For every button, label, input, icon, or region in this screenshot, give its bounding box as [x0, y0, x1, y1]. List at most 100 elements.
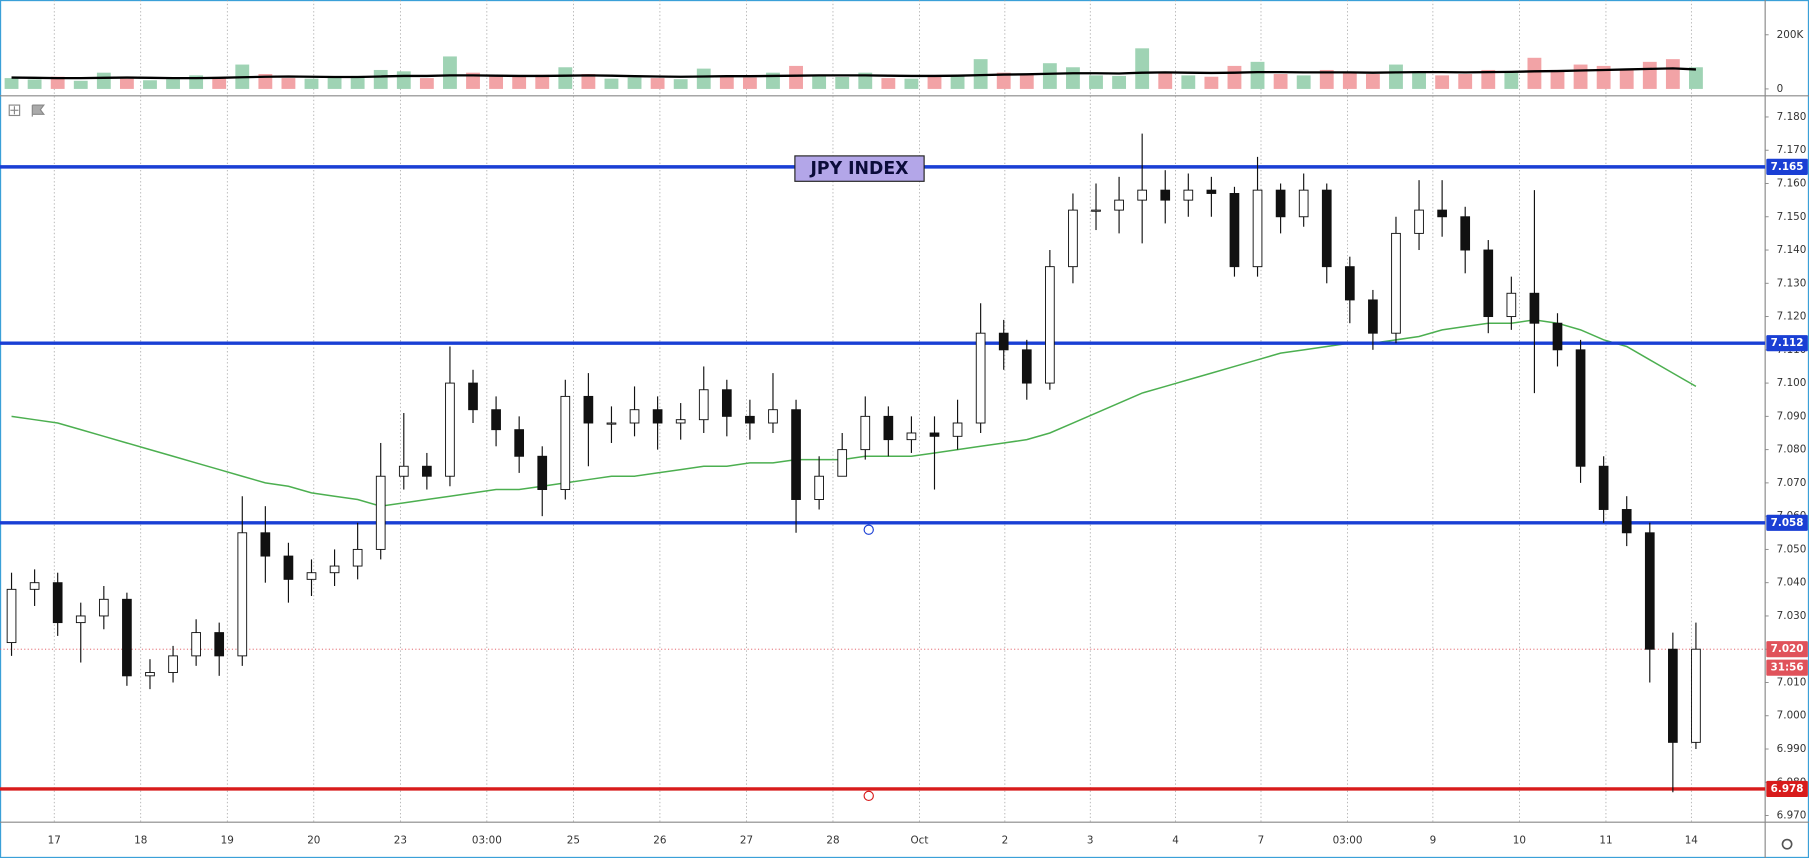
x-tick-label: 03:00 — [472, 835, 502, 847]
volume-bar — [1689, 67, 1703, 89]
candle-body — [1091, 209, 1101, 212]
toolbar[interactable] — [8, 104, 45, 117]
y-tick-label: 6.970 — [1777, 810, 1807, 822]
volume-bar — [1158, 72, 1173, 89]
x-tick-label: 17 — [48, 835, 61, 847]
candle-body — [145, 672, 155, 677]
candle-body — [537, 455, 548, 491]
candle-body — [122, 598, 132, 677]
y-tick-label: 7.150 — [1777, 211, 1807, 223]
candle-body — [998, 332, 1009, 351]
candle-body — [237, 532, 248, 657]
x-tick-label: 10 — [1513, 835, 1526, 847]
volume-bar — [1504, 72, 1519, 89]
y-tick-label: 7.160 — [1777, 177, 1807, 189]
volume-bar — [789, 65, 803, 89]
y-tick-label: 7.100 — [1777, 377, 1807, 389]
x-tick-label: 28 — [826, 835, 839, 847]
volume-bar — [1389, 64, 1403, 89]
volume-bar — [1412, 71, 1426, 89]
candle-body — [1529, 292, 1540, 324]
y-tick-label: 7.130 — [1777, 277, 1807, 289]
level-label: 6.978 — [1771, 783, 1804, 795]
volume-bar — [1181, 75, 1196, 89]
volume-bar — [443, 56, 457, 89]
candle-body — [75, 615, 86, 624]
candle-body — [260, 532, 271, 557]
candle-body — [283, 555, 294, 580]
volume-bar — [119, 78, 134, 89]
candle-body — [1021, 349, 1032, 384]
candle-body — [768, 409, 778, 424]
volume-bar — [650, 78, 665, 89]
x-tick-label: 4 — [1172, 835, 1179, 847]
volume-pane — [4, 48, 1703, 89]
candle-body — [191, 632, 201, 657]
candle-body — [1621, 509, 1632, 534]
volume-bar — [904, 78, 919, 89]
candle-body — [514, 429, 525, 457]
volume-bar — [27, 79, 42, 89]
candle-body — [1137, 189, 1148, 201]
y-tick-label: 7.120 — [1777, 311, 1807, 323]
candle-body — [1344, 266, 1355, 301]
candle-body — [1414, 209, 1424, 234]
volume-bar — [1642, 61, 1657, 89]
volume-bar — [50, 76, 65, 89]
settings-icon[interactable] — [1781, 838, 1793, 850]
x-tick-label: 2 — [1002, 835, 1009, 847]
volume-bar — [1665, 59, 1680, 89]
candle-body — [306, 572, 317, 580]
candle-body — [445, 382, 455, 477]
candle-body — [468, 382, 478, 411]
candle-body — [1391, 232, 1401, 334]
volume-bar — [627, 77, 642, 89]
candle-body — [791, 409, 801, 500]
y-tick-label: 6.990 — [1777, 743, 1807, 755]
volume-bar — [1135, 48, 1150, 89]
y-tick-label: 7.030 — [1777, 610, 1807, 622]
candle-body — [52, 582, 63, 624]
volume-bar — [812, 75, 827, 89]
candle-body — [1068, 209, 1078, 268]
candle-body — [1644, 532, 1655, 650]
toolbar-icon[interactable] — [31, 104, 45, 117]
candle-body — [1460, 216, 1471, 251]
candle-body — [652, 409, 663, 424]
toolbar-icon[interactable] — [8, 104, 21, 117]
countdown-label: 31:56 — [1771, 662, 1804, 674]
x-tick-label: 9 — [1430, 835, 1437, 847]
candle-body — [1183, 189, 1194, 201]
alert-marker — [863, 524, 874, 535]
volume-bar — [1089, 75, 1103, 89]
settings-icon[interactable] — [1781, 838, 1793, 850]
candle-body — [1368, 299, 1378, 334]
x-tick-label: 26 — [653, 835, 666, 847]
volume-bar — [535, 74, 550, 89]
y-tick-label: 7.140 — [1777, 244, 1807, 256]
candle-body — [929, 432, 940, 437]
level-label-bg — [1766, 335, 1808, 352]
y-tick-label: 7.180 — [1777, 111, 1807, 123]
volume-bar — [396, 71, 411, 89]
y-tick-label: 7.080 — [1777, 444, 1807, 456]
candle-body — [952, 422, 963, 437]
volume-ma-line — [11, 67, 1696, 80]
volume-bar — [696, 68, 711, 89]
candle-body — [1506, 292, 1517, 318]
y-tick-label: 7.050 — [1777, 543, 1807, 555]
candle-body — [1321, 189, 1332, 268]
volume-bar — [489, 75, 504, 89]
volume-bar — [1066, 67, 1080, 89]
candle-body — [814, 475, 824, 500]
volume-bar — [73, 80, 88, 89]
volume-bar — [996, 72, 1011, 89]
volume-bar — [1342, 72, 1357, 89]
volume-bar — [1296, 75, 1311, 89]
candle-body — [629, 409, 640, 424]
candle-body — [1275, 189, 1286, 218]
candle-body — [1229, 193, 1240, 268]
candle-body — [6, 588, 17, 644]
volume-bar — [1573, 64, 1588, 89]
x-tick-label: 7 — [1258, 835, 1265, 847]
